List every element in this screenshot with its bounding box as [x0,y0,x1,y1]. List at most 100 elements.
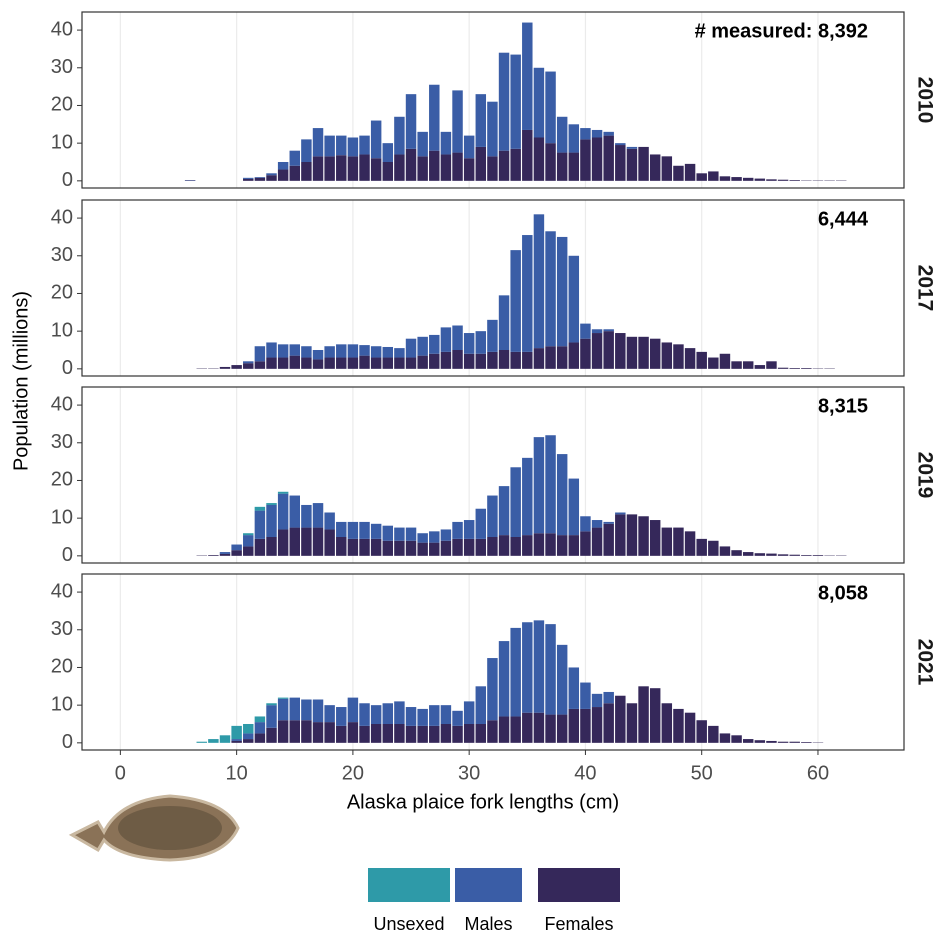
bar [499,350,509,369]
y-tick-label: 20 [51,469,73,491]
bar [522,130,532,181]
legend-label: Females [544,914,613,934]
x-tick-label: 20 [342,762,364,784]
bar [476,331,486,354]
bar [638,147,648,181]
bar [662,703,672,743]
bar [627,703,637,743]
bar [406,339,416,358]
bar [487,352,497,369]
bar [394,528,404,541]
x-tick-label: 50 [691,762,713,784]
facet-label: 2010 [913,77,936,124]
bar [255,346,265,361]
bar [429,151,439,181]
bar [522,622,532,712]
y-tick-label: 10 [51,319,73,341]
bar [696,352,706,369]
bar [731,735,741,743]
bar [743,361,753,369]
bar [580,516,590,531]
facet-label: 2021 [913,639,936,686]
bar [348,722,358,743]
bar [371,705,381,724]
bar [766,179,776,181]
bar [301,162,311,181]
bar [348,698,358,722]
bar [499,151,509,181]
bar [801,368,811,369]
bar [789,742,799,743]
bar [615,333,625,369]
bar [755,365,765,369]
bar [720,733,730,742]
bar [336,136,346,156]
bar [627,147,637,149]
bar [638,337,648,369]
bar [650,339,660,369]
annotation: 8,058 [818,582,868,604]
bar [266,537,276,556]
bar [522,23,532,130]
bar [452,153,462,181]
y-tick-label: 40 [51,580,73,602]
bar [592,329,602,333]
bar [301,346,311,357]
bar [557,117,567,153]
bar [266,503,276,505]
bar [371,121,381,159]
bar [348,156,358,180]
bar [313,156,323,180]
bar [696,173,706,181]
bar [603,703,613,743]
bar [731,361,741,369]
bar [231,741,241,743]
bar [371,524,381,539]
bar [755,740,765,743]
bar [627,514,637,555]
bar [290,151,300,166]
bar [557,237,567,346]
bar [255,716,265,722]
bar [592,528,602,556]
bar [348,358,358,369]
bar [324,529,334,555]
bar [650,154,660,180]
bar [243,535,253,546]
bar [452,522,462,539]
fish-pattern [118,806,222,850]
bar [603,524,613,556]
bar [313,128,323,156]
bar [278,344,288,357]
bar [255,539,265,556]
bar [348,344,358,357]
bar [429,531,439,542]
bar [522,352,532,369]
bar [452,90,462,152]
bar [406,149,416,181]
bar [685,164,695,181]
bar [429,726,439,743]
bar [301,699,311,720]
bar [243,361,253,363]
bar [429,543,439,556]
bar [499,53,509,151]
bar [197,742,207,743]
bar [510,352,520,369]
bar [417,132,427,156]
bar [313,722,323,743]
bar [243,363,253,369]
bar [615,145,625,181]
bar [441,705,451,724]
bar [464,701,474,724]
bar [255,507,265,511]
bar [534,68,544,138]
bar [650,520,660,556]
bar [290,698,300,721]
bar [813,555,823,556]
bar [778,368,788,369]
bar [243,178,253,179]
bar [278,529,288,555]
bar [429,335,439,354]
bar [662,156,672,180]
